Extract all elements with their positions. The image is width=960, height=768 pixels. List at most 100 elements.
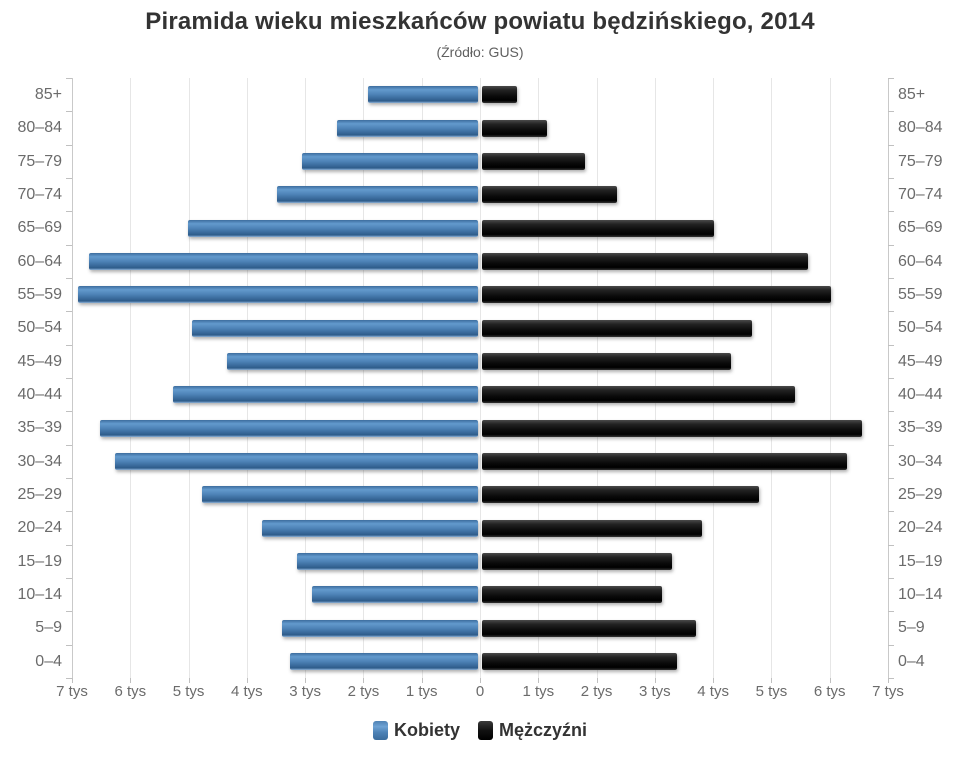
x-axis-tick <box>421 678 423 683</box>
men-bar[interactable] <box>482 586 662 604</box>
category-tick <box>888 411 894 413</box>
men-bar[interactable] <box>482 519 703 537</box>
category-tick <box>888 611 894 613</box>
category-tick <box>888 211 894 213</box>
y-axis-label: 60–64 <box>17 252 63 270</box>
chart-subtitle: (Źródło: GUS) <box>436 44 524 60</box>
x-axis-tick <box>888 678 889 683</box>
category-tick <box>66 178 72 179</box>
category-tick <box>888 344 894 346</box>
women-bar[interactable] <box>281 619 478 637</box>
y-axis-label: 35–39 <box>898 419 943 437</box>
x-axis-tick <box>72 678 73 683</box>
women-bar[interactable] <box>201 486 478 504</box>
women-bar[interactable] <box>172 386 478 404</box>
category-tick <box>66 244 72 246</box>
men-bar[interactable] <box>482 152 585 170</box>
y-axis-label: 20–24 <box>898 519 943 537</box>
men-bar[interactable] <box>482 252 808 270</box>
women-bar[interactable] <box>77 286 478 304</box>
category-tick <box>66 644 72 646</box>
x-axis-label: 3 tys <box>289 683 321 700</box>
x-axis-tick <box>713 678 715 683</box>
gridline <box>363 78 365 678</box>
x-axis-label: 7 tys <box>872 683 904 700</box>
x-axis-tick <box>596 678 598 683</box>
gridline <box>713 78 715 678</box>
men-bar[interactable] <box>482 352 732 370</box>
category-tick <box>66 611 72 613</box>
plot-area <box>66 78 894 683</box>
men-bar[interactable] <box>482 86 517 104</box>
category-tick <box>888 244 894 246</box>
men-bar[interactable] <box>482 119 548 137</box>
women-bar[interactable] <box>187 219 478 237</box>
women-bar[interactable] <box>192 319 478 337</box>
category-tick <box>66 378 72 379</box>
x-axis-label: 6 tys <box>114 683 147 700</box>
men-bar[interactable] <box>482 486 759 504</box>
women-bar[interactable] <box>302 152 478 170</box>
y-axis-label: 40–44 <box>898 386 943 403</box>
gridline <box>771 78 773 678</box>
legend-item-kobiety[interactable]: Kobiety <box>372 720 460 741</box>
y-axis-label: 0–4 <box>35 652 62 670</box>
men-bar[interactable] <box>482 652 677 670</box>
x-axis-label: 3 tys <box>639 683 671 700</box>
category-tick <box>66 544 72 546</box>
category-tick <box>66 478 72 479</box>
women-bar[interactable] <box>296 552 478 570</box>
men-bar[interactable] <box>482 219 715 237</box>
women-bar[interactable] <box>277 186 478 204</box>
gridline <box>596 78 598 678</box>
legend-item-mezczyzni[interactable]: Mężczyźni <box>477 720 588 741</box>
women-bar[interactable] <box>312 586 478 604</box>
category-tick <box>66 444 72 446</box>
gridline <box>130 78 132 678</box>
category-tick <box>66 411 72 413</box>
x-axis-label: 6 tys <box>813 683 846 700</box>
axis-line <box>72 78 73 678</box>
women-bar[interactable] <box>289 652 478 670</box>
men-bar[interactable] <box>482 386 795 404</box>
men-bar[interactable] <box>482 419 863 437</box>
category-tick <box>888 178 894 179</box>
category-tick <box>66 511 72 513</box>
y-axis-label: 20–24 <box>17 519 63 537</box>
gridline <box>654 78 656 678</box>
y-axis-label: 75–79 <box>898 152 943 170</box>
x-axis-label: 1 tys <box>522 683 555 700</box>
y-axis-label: 55–59 <box>17 286 63 303</box>
gridline <box>829 78 831 678</box>
women-bar[interactable] <box>99 419 478 437</box>
men-bar[interactable] <box>482 552 673 570</box>
category-tick <box>888 478 894 479</box>
legend-label-mezczyzni: Mężczyźni <box>498 720 588 740</box>
x-axis-label: 5 tys <box>755 683 788 700</box>
men-bar[interactable] <box>482 286 832 304</box>
men-bar[interactable] <box>482 186 617 204</box>
category-tick <box>888 578 894 579</box>
chart-title: Piramida wieku mieszkańców powiatu będzi… <box>145 8 815 35</box>
category-tick <box>888 644 894 646</box>
y-axis-label: 30–34 <box>17 452 63 470</box>
men-bar[interactable] <box>482 452 848 470</box>
men-bar[interactable] <box>482 319 752 337</box>
category-tick <box>888 144 894 146</box>
category-tick <box>66 211 72 213</box>
women-bar[interactable] <box>115 452 478 470</box>
y-axis-label: 10–14 <box>17 586 63 603</box>
y-axis-label: 85+ <box>34 86 62 103</box>
women-bar[interactable] <box>227 352 478 370</box>
women-bar[interactable] <box>368 86 478 104</box>
y-axis-label: 5–9 <box>35 619 62 637</box>
category-tick <box>888 511 894 513</box>
women-bar[interactable] <box>262 519 478 537</box>
men-bar[interactable] <box>482 619 696 637</box>
women-bar[interactable] <box>337 119 478 137</box>
women-bar[interactable] <box>89 252 478 270</box>
category-tick <box>66 578 72 579</box>
x-axis-label: 1 tys <box>405 683 438 700</box>
x-axis-tick <box>305 678 307 683</box>
category-tick <box>66 78 72 79</box>
